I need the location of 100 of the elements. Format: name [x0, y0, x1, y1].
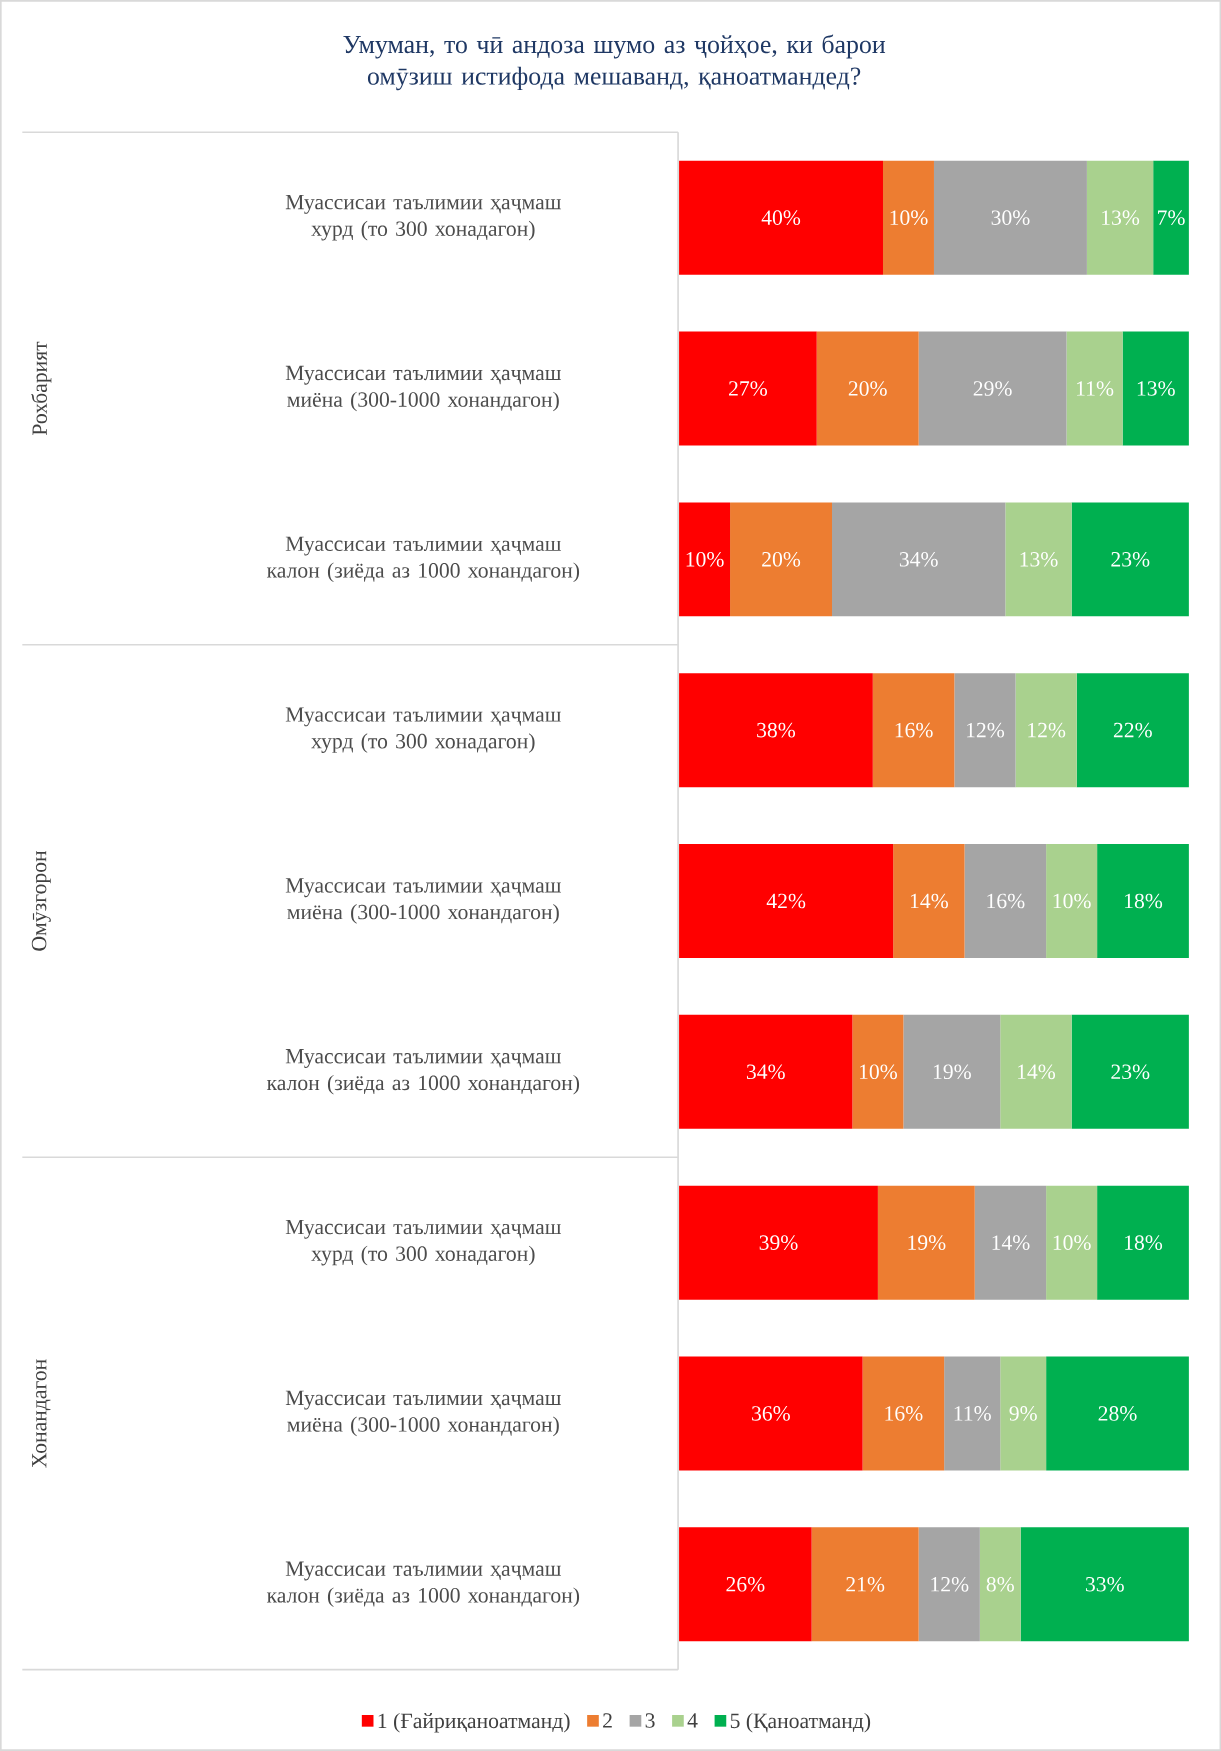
bar [918, 1527, 980, 1642]
bar [678, 331, 817, 446]
y-tick-label: Муассисаи таълимии ҳаҷмаш хурд (то 300 хонадагон) [285, 1219, 561, 1266]
bar [678, 1014, 853, 1129]
y-tick-label: Муассисаи таълимии ҳаҷмаш калон (зиёда аз 1000 хонандагон) [266, 1049, 579, 1095]
data-label: 36% [751, 1406, 790, 1421]
data-label: 10% [1053, 1235, 1091, 1250]
data-label: 18% [1124, 1235, 1163, 1250]
bar [974, 1185, 1047, 1300]
data-label: 20% [848, 381, 887, 396]
bar [1000, 1014, 1072, 1129]
bar [678, 1185, 878, 1300]
data-label: 16% [987, 893, 1025, 909]
bar [1086, 160, 1154, 275]
bar [1000, 1356, 1047, 1471]
bar [678, 160, 883, 275]
bar [893, 844, 965, 958]
data-label: 34% [899, 551, 938, 567]
bar [933, 160, 1087, 275]
data-label: 39% [759, 1235, 798, 1250]
bar [1046, 844, 1098, 958]
bar [729, 502, 832, 617]
bar [918, 331, 1067, 446]
data-label: 11% [1076, 381, 1114, 396]
bar [852, 1014, 904, 1129]
bar [964, 844, 1047, 958]
data-label: 20% [762, 551, 801, 567]
bar [903, 1014, 1001, 1129]
bar [678, 1356, 863, 1471]
data-label: 14% [1017, 1064, 1055, 1080]
bar [862, 1356, 945, 1471]
bar [1046, 1185, 1098, 1300]
text: Рохбарият [31, 341, 52, 436]
data-label: 13% [1102, 210, 1140, 226]
y-tick-label: Муассисаи таълимии ҳаҷмаш калон (зиёда аз 1000 хонандагон) [266, 536, 579, 583]
bar [1097, 1185, 1189, 1300]
bar [1066, 331, 1123, 446]
data-label: 12% [931, 1576, 969, 1592]
y-tick-label: Муассисаи таълимии ҳаҷмаш хурд (то 300 хонадагон) [285, 707, 561, 753]
y-tick-label: Муассисаи таълимии ҳаҷмаш миёна (300-1000 хонандагон) [285, 878, 561, 924]
y-tick-label: Муассисаи таълимии ҳаҷмаш хурд (то 300 хонадагон) [285, 194, 561, 241]
data-label: 12% [966, 722, 1004, 738]
data-label: 23% [1111, 1064, 1150, 1080]
data-label: 42% [766, 893, 806, 909]
bar [872, 673, 955, 788]
bar [678, 673, 873, 788]
bar [1005, 502, 1072, 617]
bar [678, 1527, 812, 1642]
data-label: 14% [992, 1235, 1030, 1250]
data-label: 23% [1111, 551, 1150, 567]
data-label: 21% [846, 1576, 885, 1592]
data-label: 10% [890, 210, 928, 226]
data-label: 30% [991, 210, 1030, 226]
bar [816, 331, 919, 446]
bar [678, 502, 730, 617]
bar [882, 160, 934, 275]
y-tick-label: Муассисаи таълимии ҳаҷмаш миёна (300-1000 хонандагон) [285, 1390, 561, 1437]
y-tick-label: Муассисаи таълимии ҳаҷмаш калон (зиёда аз 1000 хонандагон) [266, 1561, 579, 1608]
data-label: 10% [686, 551, 724, 567]
chart-title: Умуман, то чӣ андоза шумо аз ҷойҳое, ки барои омӯзиш истифода мешаванд, қаноатмандед? [343, 34, 885, 91]
bar [811, 1527, 919, 1642]
data-label: 12% [1028, 722, 1066, 738]
data-label: 22% [1113, 722, 1152, 738]
data-label: 16% [885, 1406, 923, 1421]
bar [1122, 331, 1189, 446]
data-label: 38% [757, 722, 795, 738]
text: Хонандагон [32, 1359, 51, 1468]
legend-label: 2 [602, 1713, 612, 1728]
data-label: 34% [746, 1064, 785, 1080]
data-label: 10% [859, 1064, 897, 1080]
data-label: 10% [1053, 893, 1091, 909]
data-label: 27% [728, 381, 767, 396]
bar [954, 673, 1016, 788]
bar [1153, 160, 1189, 275]
text: Омӯзгорон [31, 850, 51, 951]
data-label: 33% [1085, 1576, 1124, 1592]
data-label: 19% [908, 1235, 946, 1250]
bar [1071, 1014, 1189, 1129]
data-label: 7% [1157, 210, 1185, 226]
y-tick-label: Муассисаи таълимии ҳаҷмаш миёна (300-1000 хонандагон) [285, 365, 561, 412]
bar [944, 1356, 1001, 1471]
legend-label: 4 [687, 1713, 698, 1728]
data-label: 16% [895, 722, 933, 738]
data-label: 18% [1124, 893, 1163, 909]
bar [1015, 673, 1077, 788]
data-label: 19% [933, 1064, 971, 1080]
data-label: 29% [973, 381, 1012, 396]
bar [1076, 673, 1189, 788]
data-label: 11% [954, 1406, 991, 1421]
bar [1020, 1527, 1189, 1642]
bar [678, 844, 894, 958]
legend-label: 5 (Қаноатманд) [730, 1712, 871, 1733]
data-label: 40% [761, 210, 801, 226]
data-label: 8% [986, 1576, 1014, 1592]
bar [877, 1185, 975, 1300]
bar [1071, 502, 1189, 617]
bar [831, 502, 1006, 617]
data-label: 9% [1009, 1406, 1037, 1421]
data-label: 28% [1098, 1406, 1137, 1421]
legend-label: 1 (Ғайриқаноатманд) [378, 1712, 570, 1733]
